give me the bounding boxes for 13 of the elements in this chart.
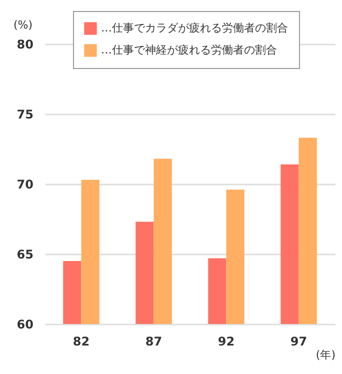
y-tick-label: 65 [16,248,34,262]
y-tick-label: 60 [16,318,34,332]
x-tick-label: 97 [290,334,308,348]
legend-label: …仕事でカラダが疲れる労働者の割合 [101,22,288,34]
x-tick-label: 87 [145,334,162,348]
legend-label: …仕事で神経が疲れる労働者の割合 [101,44,277,56]
x-tick-label: 82 [72,334,90,348]
y-tick-label: 70 [16,178,34,192]
y-tick-label: 75 [16,108,34,122]
y-tick-label: 80 [16,38,34,52]
y-axis-title: (%) [14,18,33,32]
x-tick-label: 92 [218,334,235,348]
x-axis-title: (年) [316,348,336,362]
